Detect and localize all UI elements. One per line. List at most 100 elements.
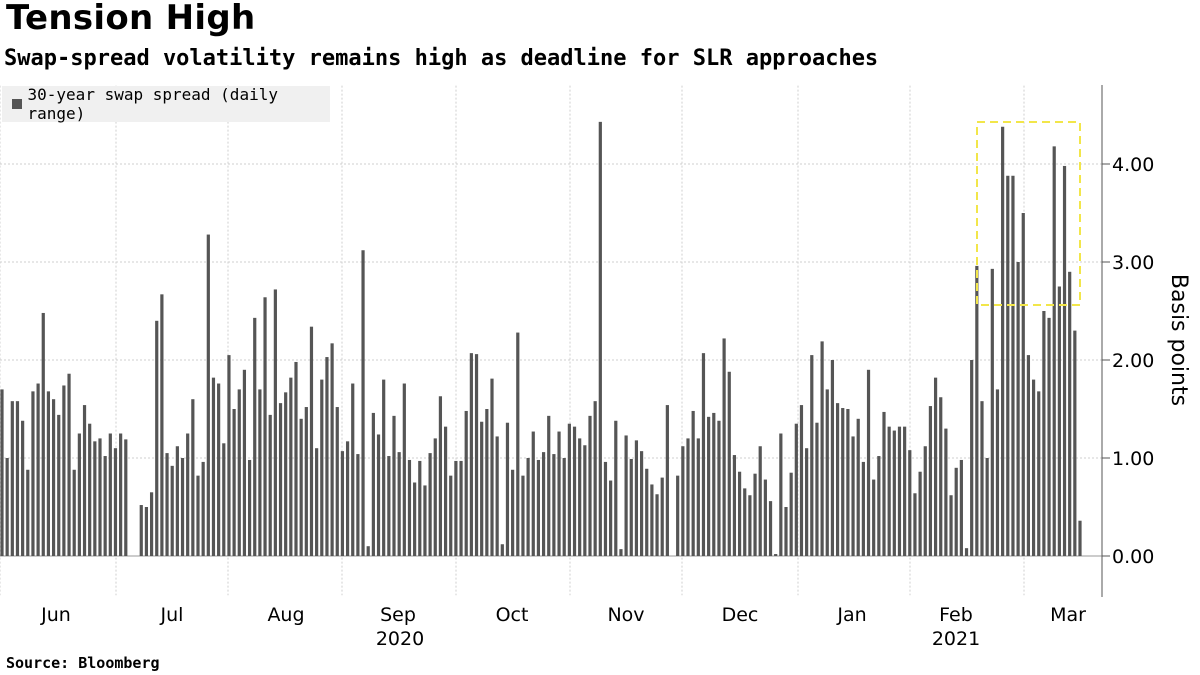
- bar-202: [1042, 311, 1046, 556]
- bar-141: [727, 371, 731, 556]
- bar-189: [975, 265, 979, 556]
- bar-51: [263, 297, 267, 556]
- bar-121: [624, 435, 628, 556]
- bar-207: [1068, 271, 1072, 556]
- bar-108: [557, 431, 561, 556]
- bar-193: [995, 389, 1000, 556]
- bar-9: [46, 391, 51, 556]
- bar-6: [31, 391, 35, 556]
- x-tick-label-jul: Jul: [160, 604, 184, 626]
- bar-86: [443, 426, 448, 556]
- bar-165: [851, 436, 855, 556]
- bar-183: [944, 428, 948, 556]
- bar-105: [541, 452, 546, 556]
- bar-132: [681, 446, 685, 556]
- bar-15: [77, 433, 81, 556]
- bar-93: [480, 421, 484, 556]
- bar-118: [609, 480, 613, 556]
- bar-138: [712, 412, 716, 556]
- bar-34: [175, 446, 179, 556]
- bar-142: [732, 455, 737, 556]
- bar-166: [856, 418, 860, 556]
- bar-107: [552, 454, 556, 556]
- bar-18: [93, 441, 97, 556]
- bar-38: [196, 475, 200, 556]
- x-year-label-2021: 2021: [932, 628, 980, 650]
- bar-176: [908, 450, 912, 556]
- bar-14: [72, 469, 76, 556]
- bar-198: [1021, 213, 1025, 556]
- bar-119: [614, 420, 618, 556]
- bar-115: [593, 401, 597, 556]
- bar-44: [227, 355, 231, 556]
- bar-125: [645, 468, 649, 556]
- bar-30: [155, 320, 159, 556]
- y-tick-label-4: 4.00: [1112, 154, 1154, 176]
- y-axis-ticks: 0.00 1.00 2.00 3.00 4.00: [1102, 154, 1154, 568]
- bar-159: [820, 341, 824, 556]
- bar-117: [603, 461, 608, 556]
- bar-4: [21, 420, 25, 556]
- bar-3: [15, 401, 20, 556]
- bar-71: [366, 546, 370, 556]
- bar-110: [567, 423, 571, 556]
- bar-104: [536, 459, 541, 556]
- bar-49: [253, 317, 257, 556]
- bar-209: [1078, 520, 1082, 556]
- bar-111: [572, 426, 577, 556]
- bar-114: [588, 415, 592, 556]
- bar-73: [376, 434, 381, 556]
- bar-208: [1073, 330, 1077, 556]
- bar-190: [980, 401, 984, 556]
- bar-87: [449, 475, 453, 556]
- bar-168: [866, 369, 871, 556]
- bar-171: [882, 411, 886, 556]
- bar-21: [108, 433, 112, 556]
- bar-206: [1062, 165, 1067, 556]
- bar-112: [578, 438, 582, 556]
- bar-13: [67, 373, 71, 556]
- bar-64: [330, 343, 334, 556]
- x-tick-label-nov: Nov: [607, 604, 644, 626]
- bar-149: [768, 501, 773, 556]
- bar-129: [665, 405, 669, 556]
- bar-161: [830, 360, 835, 556]
- bar-184: [949, 495, 953, 556]
- bar-188: [970, 360, 974, 556]
- bar-145: [748, 495, 752, 556]
- bar-160: [825, 389, 829, 556]
- bar-43: [222, 443, 226, 556]
- bar-155: [799, 405, 804, 556]
- bar-17: [88, 423, 92, 556]
- bar-185: [954, 467, 958, 556]
- bar-24: [124, 439, 128, 556]
- bar-66: [340, 451, 345, 556]
- bar-89: [459, 460, 463, 556]
- bar-8: [41, 312, 45, 556]
- bar-127: [655, 494, 659, 556]
- bar-173: [892, 430, 896, 556]
- y-tick-label-3: 3.00: [1112, 252, 1154, 274]
- bar-175: [903, 426, 907, 556]
- bar-122: [629, 458, 633, 556]
- bar-135: [696, 438, 700, 556]
- x-tick-label-oct: Oct: [496, 604, 529, 626]
- bar-172: [887, 426, 891, 556]
- bar-137: [707, 416, 711, 556]
- bar-74: [382, 379, 386, 556]
- bar-53: [273, 289, 277, 556]
- bar-133: [686, 438, 690, 556]
- bar-179: [923, 446, 927, 556]
- bar-156: [805, 448, 809, 556]
- bar-163: [841, 408, 845, 556]
- bar-136: [701, 353, 706, 556]
- bar-98: [505, 422, 510, 556]
- x-tick-label-feb: Feb: [939, 604, 973, 626]
- bar-68: [351, 383, 355, 556]
- bar-75: [387, 456, 391, 556]
- bar-16: [82, 405, 87, 556]
- bar-94: [485, 409, 489, 556]
- bar-54: [278, 403, 283, 556]
- bar-139: [717, 420, 721, 556]
- bar-153: [789, 472, 793, 556]
